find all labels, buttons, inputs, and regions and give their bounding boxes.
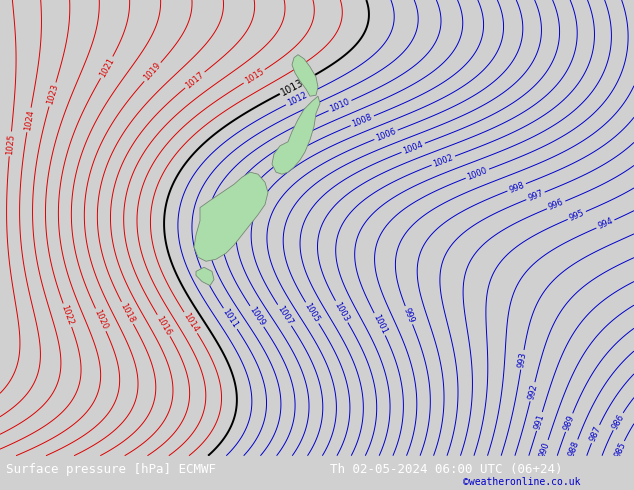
Text: 992: 992 — [526, 383, 539, 400]
Text: 1022: 1022 — [60, 304, 75, 327]
Text: 1003: 1003 — [332, 300, 351, 323]
Text: 1018: 1018 — [119, 301, 136, 324]
Text: Surface pressure [hPa] ECMWF: Surface pressure [hPa] ECMWF — [6, 463, 216, 476]
Text: 994: 994 — [597, 217, 614, 231]
Text: 999: 999 — [402, 306, 416, 324]
Text: 1019: 1019 — [142, 61, 163, 83]
Text: 1021: 1021 — [98, 56, 116, 79]
Text: 1008: 1008 — [351, 113, 374, 129]
Polygon shape — [272, 96, 320, 174]
Text: 997: 997 — [526, 189, 545, 203]
Text: ©weatheronline.co.uk: ©weatheronline.co.uk — [463, 477, 580, 487]
Text: 990: 990 — [538, 441, 552, 458]
Text: 1020: 1020 — [92, 308, 109, 331]
Text: Th 02-05-2024 06:00 UTC (06+24): Th 02-05-2024 06:00 UTC (06+24) — [330, 463, 562, 476]
Text: 996: 996 — [547, 197, 565, 212]
Text: 993: 993 — [517, 351, 528, 368]
Polygon shape — [292, 55, 318, 96]
Text: 1012: 1012 — [286, 91, 309, 108]
Text: 991: 991 — [533, 413, 546, 430]
Text: 1001: 1001 — [371, 313, 389, 336]
Text: 1005: 1005 — [303, 302, 321, 324]
Text: 1016: 1016 — [155, 314, 173, 337]
Text: 998: 998 — [508, 180, 526, 195]
Text: 987: 987 — [588, 425, 603, 443]
Polygon shape — [194, 172, 268, 261]
Text: 1014: 1014 — [181, 311, 200, 334]
Text: 995: 995 — [568, 208, 586, 222]
Text: 1024: 1024 — [23, 109, 35, 131]
Text: 986: 986 — [610, 412, 626, 431]
Text: 1025: 1025 — [5, 133, 16, 155]
Text: 1002: 1002 — [432, 152, 455, 169]
Polygon shape — [196, 268, 214, 286]
Text: 1011: 1011 — [221, 307, 240, 330]
Text: 1015: 1015 — [243, 67, 266, 86]
Text: 989: 989 — [562, 414, 576, 432]
Text: 988: 988 — [567, 440, 581, 458]
Text: 1007: 1007 — [275, 304, 294, 326]
Text: 1013: 1013 — [279, 77, 306, 98]
Text: 1010: 1010 — [328, 97, 351, 114]
Text: 985: 985 — [613, 441, 628, 459]
Text: 1017: 1017 — [184, 70, 206, 90]
Text: 1000: 1000 — [466, 166, 489, 182]
Text: 1006: 1006 — [375, 127, 398, 143]
Text: 1009: 1009 — [247, 305, 266, 328]
Text: 1023: 1023 — [45, 83, 60, 106]
Text: 1004: 1004 — [402, 140, 425, 156]
